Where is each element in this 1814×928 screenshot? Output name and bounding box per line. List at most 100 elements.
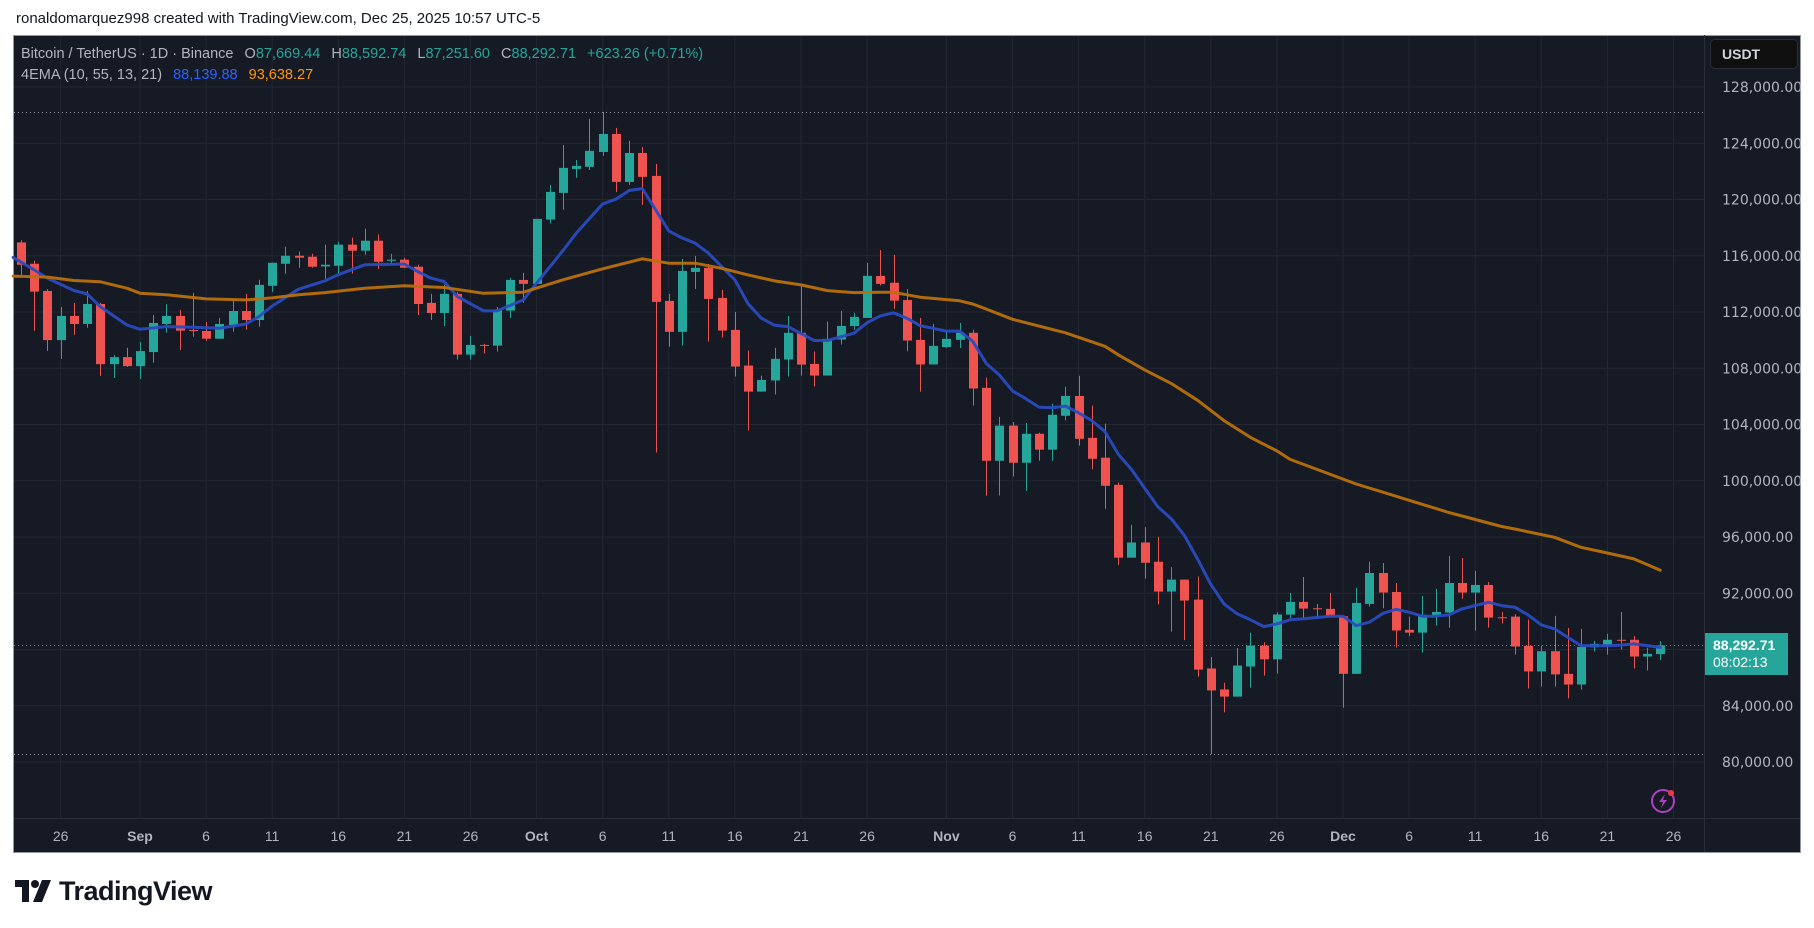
candle[interactable] <box>1246 632 1255 688</box>
candle[interactable] <box>281 246 290 274</box>
candle[interactable] <box>1498 611 1507 624</box>
candle[interactable] <box>1141 527 1150 579</box>
candle[interactable] <box>1603 633 1612 655</box>
candle[interactable] <box>268 262 277 292</box>
candle[interactable] <box>1432 588 1441 626</box>
candle[interactable] <box>321 244 330 279</box>
candle[interactable] <box>453 291 462 360</box>
candle[interactable] <box>533 218 542 284</box>
candle[interactable] <box>1511 614 1520 655</box>
candle[interactable] <box>572 159 581 178</box>
candle[interactable] <box>1167 567 1176 632</box>
candle[interactable] <box>1035 432 1044 461</box>
candle[interactable] <box>1617 611 1626 650</box>
candle[interactable] <box>929 323 938 365</box>
candle[interactable] <box>493 306 502 352</box>
candle[interactable] <box>995 416 1004 496</box>
candle[interactable] <box>1114 482 1123 565</box>
candle[interactable] <box>1458 557 1467 599</box>
candle[interactable] <box>810 351 819 387</box>
candle[interactable] <box>96 302 105 376</box>
candle[interactable] <box>1326 592 1335 617</box>
candle[interactable] <box>1551 615 1560 687</box>
candle[interactable] <box>1207 657 1216 754</box>
candle[interactable] <box>585 118 594 170</box>
candle[interactable] <box>942 331 951 348</box>
candle[interactable] <box>255 279 264 327</box>
candle[interactable] <box>189 292 198 337</box>
candle[interactable] <box>17 240 26 275</box>
candle[interactable] <box>916 317 925 392</box>
candle[interactable] <box>1365 561 1374 607</box>
indicator-title[interactable]: 4EMA (10, 55, 13, 21) <box>21 67 163 83</box>
candle[interactable] <box>176 309 185 351</box>
candle[interactable] <box>440 284 449 327</box>
candle[interactable] <box>506 277 515 318</box>
candle[interactable] <box>1484 582 1493 628</box>
candle[interactable] <box>982 377 991 496</box>
candle[interactable] <box>123 347 132 367</box>
candle[interactable] <box>1180 579 1189 641</box>
candle[interactable] <box>1352 587 1361 674</box>
candle[interactable] <box>1194 576 1203 677</box>
candle[interactable] <box>1088 405 1097 470</box>
candle[interactable] <box>1154 536 1163 605</box>
candle[interactable] <box>546 184 555 224</box>
candle[interactable] <box>665 293 674 347</box>
candle[interactable] <box>625 140 634 185</box>
candle[interactable] <box>850 312 859 330</box>
candle[interactable] <box>1339 615 1348 708</box>
candle[interactable] <box>1471 570 1480 631</box>
candle[interactable] <box>863 262 872 318</box>
lightning-alert-icon[interactable] <box>1650 788 1676 814</box>
candle[interactable] <box>43 289 52 351</box>
candle[interactable] <box>334 241 343 274</box>
candle[interactable] <box>1061 386 1070 421</box>
candle[interactable] <box>1392 582 1401 648</box>
candle[interactable] <box>956 322 965 348</box>
candle[interactable] <box>1127 524 1136 558</box>
candle[interactable] <box>1405 616 1414 636</box>
candle[interactable] <box>757 375 766 392</box>
candle[interactable] <box>638 146 647 205</box>
candle[interactable] <box>797 283 806 376</box>
candle[interactable] <box>1656 641 1665 661</box>
candle[interactable] <box>1577 628 1586 690</box>
currency-button[interactable]: USDT <box>1710 39 1798 69</box>
candle[interactable] <box>1418 595 1427 653</box>
candle[interactable] <box>1643 647 1652 671</box>
candle[interactable] <box>1379 563 1388 609</box>
candle[interactable] <box>744 350 753 431</box>
candle[interactable] <box>823 321 832 376</box>
candle[interactable] <box>1537 645 1546 687</box>
candle[interactable] <box>83 290 92 328</box>
candle[interactable] <box>361 228 370 255</box>
candle[interactable] <box>612 127 621 192</box>
candle[interactable] <box>308 253 317 268</box>
candle[interactable] <box>559 144 568 210</box>
symbol-title[interactable]: Bitcoin / TetherUS · 1D · Binance <box>21 46 234 62</box>
candle[interactable] <box>1286 592 1295 619</box>
candle[interactable] <box>149 314 158 363</box>
candle[interactable] <box>1233 647 1242 697</box>
candle[interactable] <box>1445 555 1454 628</box>
candle[interactable] <box>1524 619 1533 689</box>
candle[interactable] <box>837 310 846 345</box>
candle[interactable] <box>771 347 780 395</box>
candle[interactable] <box>1630 635 1639 669</box>
candle[interactable] <box>1048 403 1057 461</box>
candle[interactable] <box>718 289 727 338</box>
candle[interactable] <box>678 258 687 346</box>
candle[interactable] <box>110 355 119 378</box>
candle[interactable] <box>1022 422 1031 491</box>
candle[interactable] <box>731 311 740 377</box>
candle[interactable] <box>1075 375 1084 446</box>
candle[interactable] <box>691 255 700 289</box>
candle[interactable] <box>387 253 396 264</box>
candle[interactable] <box>466 335 475 360</box>
candle[interactable] <box>57 306 66 359</box>
candle[interactable] <box>1564 627 1573 699</box>
candle[interactable] <box>202 321 211 341</box>
candle[interactable] <box>876 249 885 286</box>
